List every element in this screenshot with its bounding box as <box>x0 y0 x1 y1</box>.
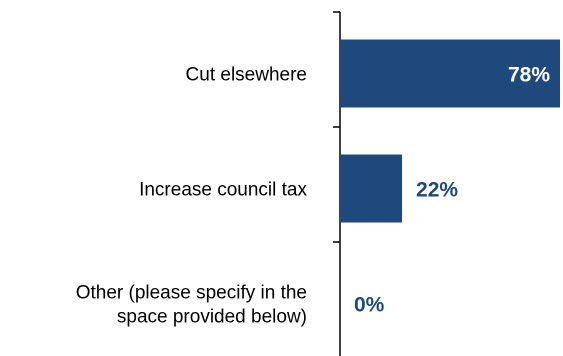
category-labels: Cut elsewhere Increase council tax Other (… <box>76 65 308 328</box>
value-label: 78% <box>508 64 550 87</box>
category-label: space provided below) <box>117 307 307 328</box>
value-label: 22% <box>416 179 458 202</box>
axis-ticks <box>333 11 340 243</box>
bars-group <box>340 39 560 338</box>
category-label: Cut elsewhere <box>186 65 307 86</box>
value-label: 0% <box>354 294 385 317</box>
value-labels: 78% 22% 0% <box>354 64 550 317</box>
category-label: Increase council tax <box>139 180 307 201</box>
category-label: Other (please specify in the <box>76 283 307 304</box>
bar <box>340 154 403 223</box>
bar <box>340 39 560 108</box>
